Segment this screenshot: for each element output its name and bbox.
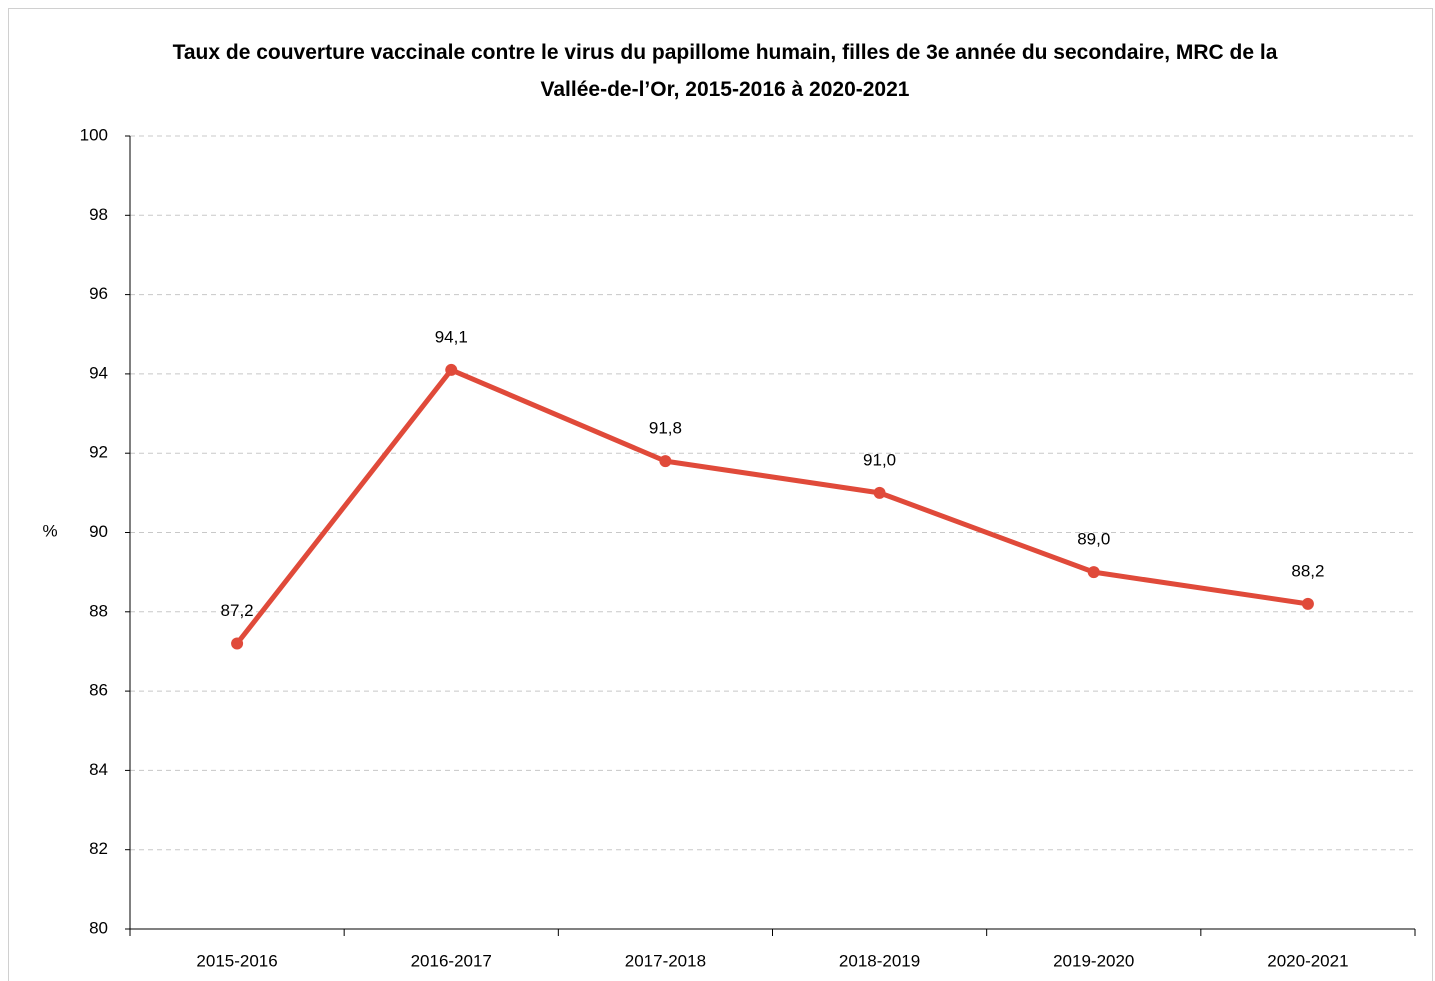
y-tick-label: 96 — [89, 284, 108, 303]
marker — [445, 363, 458, 376]
data-label: 88,2 — [1291, 561, 1324, 580]
marker — [1301, 597, 1314, 610]
x-tick-label: 2015-2016 — [196, 951, 277, 970]
y-tick-label: 82 — [89, 839, 108, 858]
chart-title: Taux de couverture vaccinale contre le v… — [172, 41, 1278, 101]
y-tick-label: 84 — [89, 760, 108, 779]
y-tick-label: 100 — [80, 125, 108, 144]
marker — [1087, 566, 1100, 579]
x-tick-label: 2019-2020 — [1053, 951, 1134, 970]
y-tick-label: 80 — [89, 918, 108, 937]
chart-frame — [8, 8, 1433, 981]
data-label: 94,1 — [435, 327, 468, 346]
y-axis-label: % — [42, 521, 57, 540]
data-label: 87,2 — [221, 601, 254, 620]
line — [235, 367, 1309, 646]
y-tick-label: 86 — [89, 681, 108, 700]
data-label: 89,0 — [1077, 530, 1110, 549]
y-tick-label: 94 — [89, 363, 108, 382]
data-label: 91,0 — [863, 450, 896, 469]
x-tick-label: 2017-2018 — [625, 951, 706, 970]
y-tick-label: 90 — [89, 522, 108, 541]
y-tick-label: 98 — [89, 205, 108, 224]
y-tick-label: 88 — [89, 601, 108, 620]
marker — [231, 637, 244, 650]
marker — [873, 486, 886, 499]
marker — [659, 455, 672, 468]
y-tick-label: 92 — [89, 443, 108, 462]
x-tick-label: 2018-2019 — [839, 951, 920, 970]
x-tick-label: 2020-2021 — [1267, 951, 1348, 970]
x-tick-label: 2016-2017 — [411, 951, 492, 970]
data-label: 91,8 — [649, 419, 682, 438]
